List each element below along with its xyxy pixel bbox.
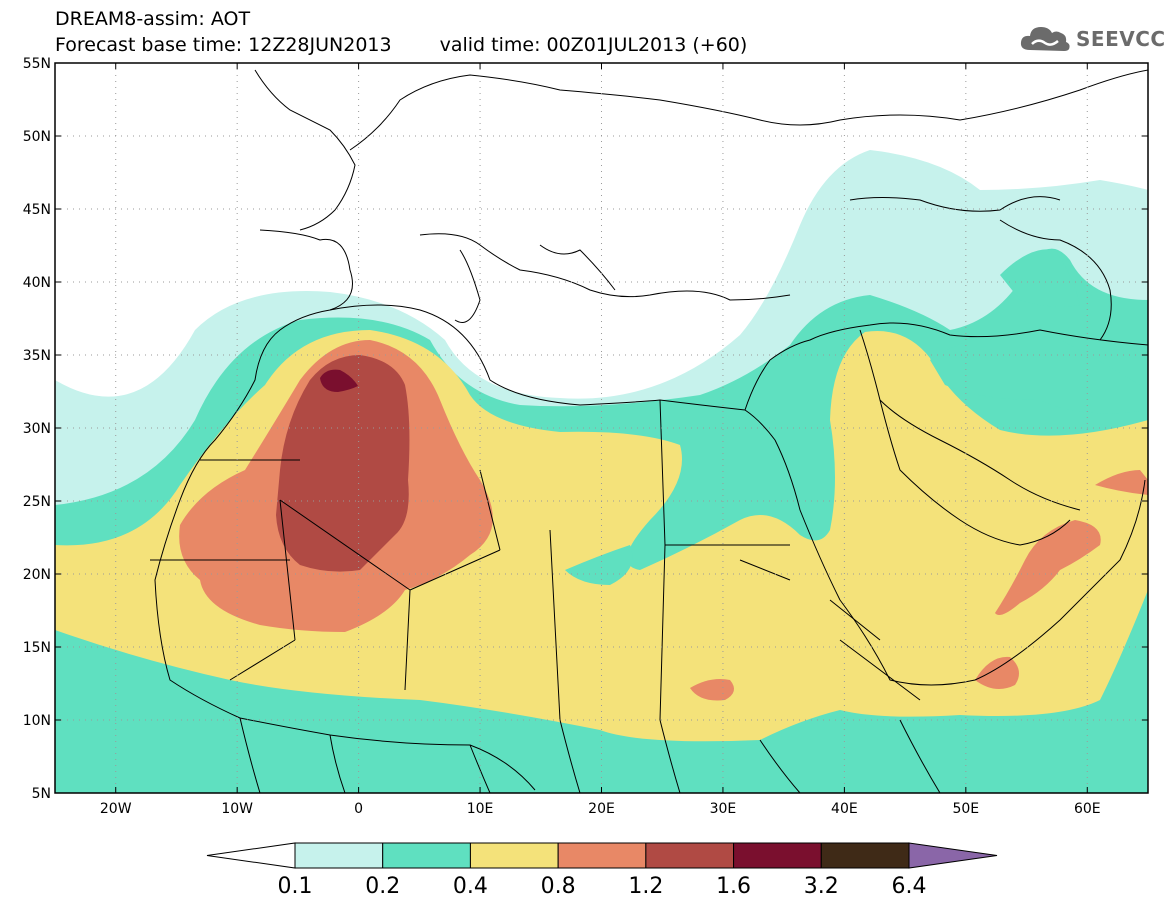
logo-text: SEEVCCC [1076, 27, 1165, 51]
colorbar-swatch [820, 842, 910, 869]
colorbar-labels: 0.1 0.2 0.4 0.8 1.2 1.6 3.2 6.4 [278, 874, 927, 899]
colorbar-label: 0.4 [453, 874, 488, 899]
colorbar-label: 0.1 [278, 874, 313, 899]
coastlines [150, 69, 1148, 793]
lat-label: 40N [23, 275, 51, 291]
colorbar-label: 6.4 [892, 874, 927, 899]
colorbar-label: 0.8 [541, 874, 576, 899]
axis-labels: 20W 10W 0 10E 20E 30E 40E 50E 60E 55N 50N 45N 40N 35N… [23, 56, 1101, 817]
colorbar-label: 1.2 [628, 874, 663, 899]
lat-label: 10N [23, 713, 51, 729]
map-area [55, 63, 1148, 793]
map-title: DREAM8-assim: AOT [55, 8, 251, 30]
lon-label: 30E [710, 801, 737, 817]
colorbar-swatch [469, 842, 559, 869]
lat-label: 20N [23, 567, 51, 583]
lat-label: 55N [23, 56, 51, 72]
colorbar-label: 0.2 [365, 874, 400, 899]
colorbar-min-arrow [206, 842, 296, 869]
lon-label: 10E [467, 801, 494, 817]
grid-lines [55, 63, 1148, 793]
axis-ticks [55, 62, 1148, 794]
colorbar-swatch [645, 842, 735, 869]
lon-label: 50E [952, 801, 979, 817]
aot-band-1.6 [320, 369, 358, 392]
lon-label: 0 [354, 801, 363, 817]
lat-label: 50N [23, 129, 51, 145]
colorbar-swatch [733, 842, 822, 869]
lon-label: 20E [588, 801, 615, 817]
time-info: Forecast base time: 12Z28JUN2013 valid ti… [55, 34, 747, 56]
lat-label: 25N [23, 494, 51, 510]
lon-label: 20W [100, 801, 132, 817]
lon-label: 40E [831, 801, 858, 817]
colorbar-swatch [294, 842, 384, 869]
lat-label: 30N [23, 421, 51, 437]
lat-label: 35N [23, 348, 51, 364]
colorbar-swatch [557, 842, 647, 869]
lat-label: 45N [23, 202, 51, 218]
colorbar-label: 3.2 [804, 874, 839, 899]
valid-time: valid time: 00Z01JUL2013 (+60) [439, 34, 748, 56]
colorbar-label: 1.6 [716, 874, 751, 899]
colorbar-swatch [382, 842, 471, 869]
colorbar [206, 842, 998, 869]
aot-band-1.2 [276, 355, 410, 572]
seevccc-logo: SEEVCCC [1018, 22, 1165, 56]
cloud-icon [1020, 27, 1070, 51]
lon-label: 60E [1074, 801, 1101, 817]
base-time: Forecast base time: 12Z28JUN2013 [55, 34, 392, 56]
lat-label: 15N [23, 640, 51, 656]
lon-label: 10W [221, 801, 253, 817]
lat-label: 5N [32, 786, 51, 802]
colorbar-max-arrow [908, 842, 998, 869]
